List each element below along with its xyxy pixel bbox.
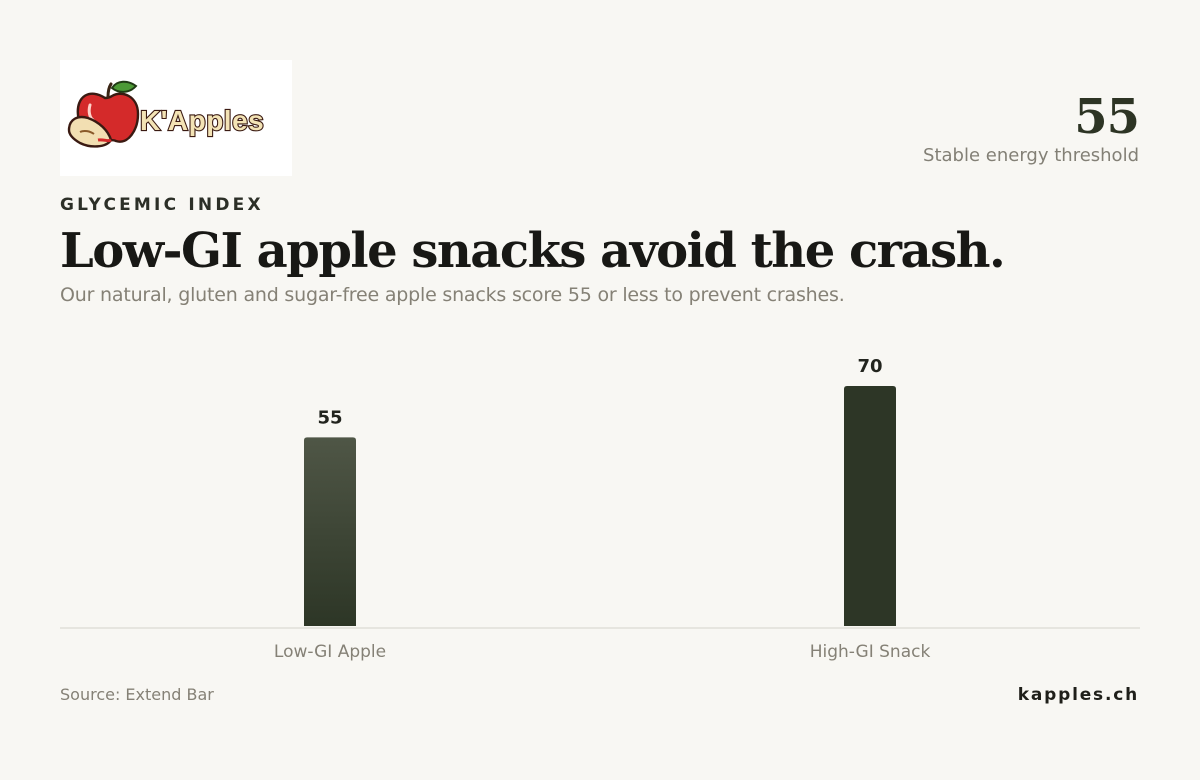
apple-logo-icon: K'Apples <box>67 80 265 148</box>
category-label: Low-GI Apple <box>274 642 386 662</box>
threshold-stat: 55 Stable energy threshold <box>923 88 1140 167</box>
bar-value-label: 55 <box>317 407 342 428</box>
brand-logo: K'Apples <box>60 60 292 176</box>
threshold-value: 55 <box>1074 89 1140 145</box>
site-link[interactable]: kapples.ch <box>1017 685 1139 705</box>
logo-wordmark: K'Apples <box>140 105 264 136</box>
eyebrow-label: GLYCEMIC INDEX <box>60 195 264 215</box>
bar-1 <box>844 386 896 626</box>
source-note: Source: Extend Bar <box>60 685 214 704</box>
threshold-label: Stable energy threshold <box>923 145 1139 166</box>
bar-value-label: 70 <box>857 356 882 377</box>
page-subtitle: Our natural, gluten and sugar-free apple… <box>60 284 845 306</box>
category-label: High-GI Snack <box>810 642 931 662</box>
bar-0 <box>304 437 356 626</box>
page-title: Low-GI apple snacks avoid the crash. <box>60 223 1006 279</box>
